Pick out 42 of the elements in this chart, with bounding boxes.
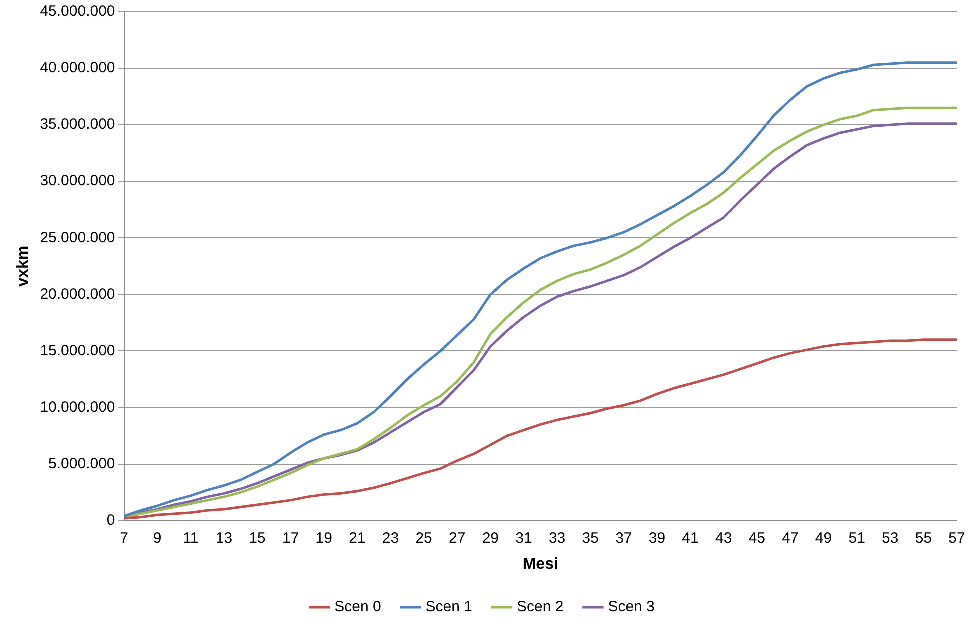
x-tick-label: 13 [216,530,233,547]
x-tick-label: 35 [582,530,599,547]
legend-label: Scen 1 [426,598,473,616]
x-tick-label: 43 [715,530,732,547]
legend-label: Scen 0 [334,598,382,616]
x-tick-label: 7 [120,530,128,547]
x-tick-label: 49 [815,530,832,547]
y-axis-title: vxkm [15,246,32,287]
y-tick-label: 10.000.000 [40,398,116,416]
y-tick-label: 35.000.000 [40,116,116,134]
x-tick-label: 23 [382,530,400,547]
x-tick-label: 45 [748,530,766,547]
x-tick-label: 29 [482,530,500,547]
x-tick-label: 27 [449,530,466,547]
x-tick-label: 33 [548,530,566,547]
x-tick-label: 47 [782,530,799,547]
legend-label: Scen 3 [608,598,655,616]
y-tick-label: 40.000.000 [40,60,116,77]
x-tick-label: 25 [416,530,432,547]
x-tick-label: 17 [282,530,300,547]
x-tick-label: 31 [516,530,532,547]
x-tick-label: 55 [915,530,932,547]
y-tick-label: 0 [106,512,116,529]
y-tick-label: 45.000.000 [40,3,116,20]
y-tick-label: 30.000.000 [40,172,116,190]
x-tick-label: 51 [848,530,866,547]
x-tick-label: 41 [682,530,699,547]
legend-label: Scen 2 [517,598,564,616]
y-tick-label: 5.000.000 [48,455,116,472]
x-axis-title: Mesi [522,556,558,573]
y-tick-label: 15.000.000 [40,342,116,360]
x-tick-label: 15 [249,530,266,547]
x-tick-label: 19 [316,530,332,547]
x-tick-label: 9 [153,530,162,547]
x-tick-label: 37 [616,530,632,547]
y-tick-label: 25.000.000 [40,229,116,246]
x-tick-label: 39 [648,530,666,547]
y-tick-label: 20.000.000 [40,286,116,303]
x-tick-label: 57 [948,530,966,547]
x-tick-label: 53 [882,530,899,547]
x-tick-label: 21 [349,530,366,547]
x-tick-label: 11 [183,530,199,547]
